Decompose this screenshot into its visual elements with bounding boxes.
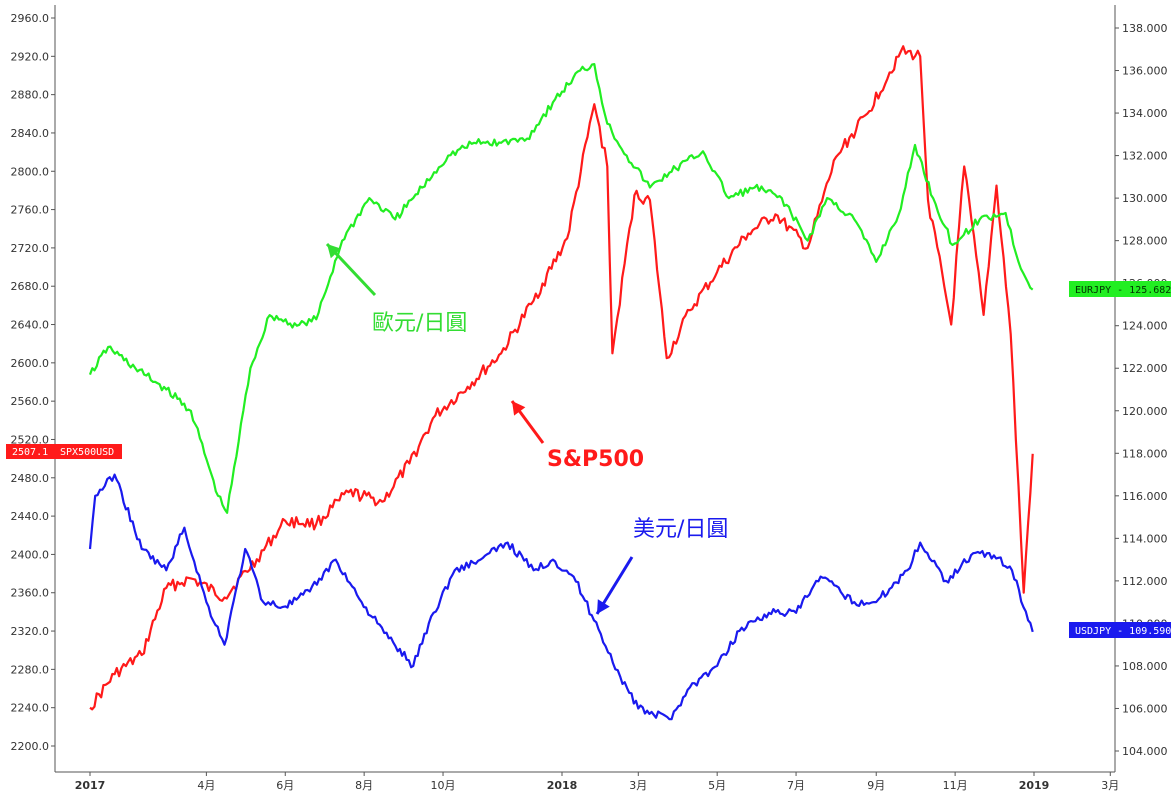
left-tick-label: 2560.0 bbox=[11, 395, 50, 408]
right-tick-label: 112.000 bbox=[1122, 575, 1168, 588]
spx-last-value: 2507.1 bbox=[12, 447, 48, 458]
right-tick-label: 114.000 bbox=[1122, 532, 1168, 545]
annotation-eurjpy: 歐元/日圓 bbox=[372, 311, 467, 336]
x-tick-label: 2018 bbox=[547, 779, 578, 792]
eurjpy-price-badge: EURJPY - 125.682 bbox=[1069, 281, 1171, 297]
x-tick-label: 5月 bbox=[708, 779, 726, 792]
left-tick-label: 2200.0 bbox=[11, 740, 50, 753]
left-tick-label: 2600.0 bbox=[11, 357, 50, 370]
left-tick-label: 2960.0 bbox=[11, 12, 50, 25]
x-tick-label: 3月 bbox=[1101, 779, 1119, 792]
right-tick-label: 136.000 bbox=[1122, 65, 1168, 78]
right-tick-label: 108.000 bbox=[1122, 660, 1168, 673]
left-tick-label: 2920.0 bbox=[11, 50, 50, 63]
left-tick-label: 2240.0 bbox=[11, 702, 50, 715]
usdjpy-price-badge: USDJPY - 109.590 bbox=[1069, 622, 1171, 638]
left-tick-label: 2400.0 bbox=[11, 548, 50, 561]
right-tick-label: 106.000 bbox=[1122, 702, 1168, 715]
chart-axes bbox=[54, 5, 1116, 773]
series-lines bbox=[88, 45, 1034, 721]
left-tick-label: 2480.0 bbox=[11, 472, 50, 485]
left-tick-label: 2800.0 bbox=[11, 165, 50, 178]
right-tick-label: 122.000 bbox=[1122, 362, 1168, 375]
right-tick-label: 116.000 bbox=[1122, 490, 1168, 503]
right-tick-label: 124.000 bbox=[1122, 320, 1168, 333]
x-tick-label: 2019 bbox=[1019, 779, 1050, 792]
left-tick-label: 2880.0 bbox=[11, 89, 50, 102]
usdjpy-badge-text: USDJPY - 109.590 bbox=[1075, 626, 1171, 637]
x-tick-label: 3月 bbox=[629, 779, 647, 792]
left-tick-label: 2720.0 bbox=[11, 242, 50, 255]
right-tick-label: 130.000 bbox=[1122, 192, 1168, 205]
right-tick-label: 128.000 bbox=[1122, 235, 1168, 248]
left-tick-label: 2640.0 bbox=[11, 319, 50, 332]
arrow-usdjpy-head bbox=[597, 599, 610, 614]
left-tick-label: 2360.0 bbox=[11, 587, 50, 600]
right-tick-label: 132.000 bbox=[1122, 150, 1168, 163]
left-tick-label: 2440.0 bbox=[11, 510, 50, 523]
x-axis-ticks: 2017 4月 6月 8月 10月 2018 3月 5月 7月 9月 11月 2019 3月 bbox=[75, 772, 1119, 792]
spx-price-badge: 2507.1 SPX500USD bbox=[6, 444, 122, 459]
left-tick-label: 2840.0 bbox=[11, 127, 50, 140]
spx-series-name: SPX500USD bbox=[60, 447, 114, 458]
x-tick-label: 4月 bbox=[197, 779, 215, 792]
x-tick-label: 7月 bbox=[787, 779, 805, 792]
annotation-arrows bbox=[325, 242, 634, 615]
left-tick-label: 2760.0 bbox=[11, 204, 50, 217]
annotation-sp500: S&P500 bbox=[547, 447, 644, 472]
annotation-usdjpy: 美元/日圓 bbox=[633, 517, 728, 542]
x-tick-label: 8月 bbox=[355, 779, 373, 792]
right-tick-label: 134.000 bbox=[1122, 107, 1168, 120]
x-tick-label: 2017 bbox=[75, 779, 106, 792]
series-line-spx500usd bbox=[89, 45, 1034, 711]
x-tick-label: 10月 bbox=[431, 779, 456, 792]
right-axis-ticks: 138.000 136.000 134.000 132.000 130.000 128.0… bbox=[1115, 22, 1168, 758]
x-tick-label: 9月 bbox=[867, 779, 885, 792]
x-tick-label: 11月 bbox=[943, 779, 968, 792]
right-tick-label: 120.000 bbox=[1122, 405, 1168, 418]
left-tick-label: 2680.0 bbox=[11, 280, 50, 293]
left-tick-label: 2320.0 bbox=[11, 625, 50, 638]
left-tick-label: 2520.0 bbox=[11, 433, 50, 446]
right-tick-label: 118.000 bbox=[1122, 447, 1168, 460]
left-tick-label: 2280.0 bbox=[11, 663, 50, 676]
left-axis-ticks: 2960.0 2920.0 2880.0 2840.0 2800.0 2760.0 2720… bbox=[11, 12, 55, 753]
x-tick-label: 6月 bbox=[276, 779, 294, 792]
right-tick-label: 104.000 bbox=[1122, 745, 1168, 758]
arrow-eurjpy-head bbox=[327, 244, 342, 259]
right-tick-label: 138.000 bbox=[1122, 22, 1168, 35]
eurjpy-badge-text: EURJPY - 125.682 bbox=[1075, 285, 1171, 296]
series-line-eurjpy bbox=[88, 62, 1034, 514]
series-line-usdjpy bbox=[88, 473, 1034, 721]
arrow-sp500-head bbox=[512, 401, 526, 416]
